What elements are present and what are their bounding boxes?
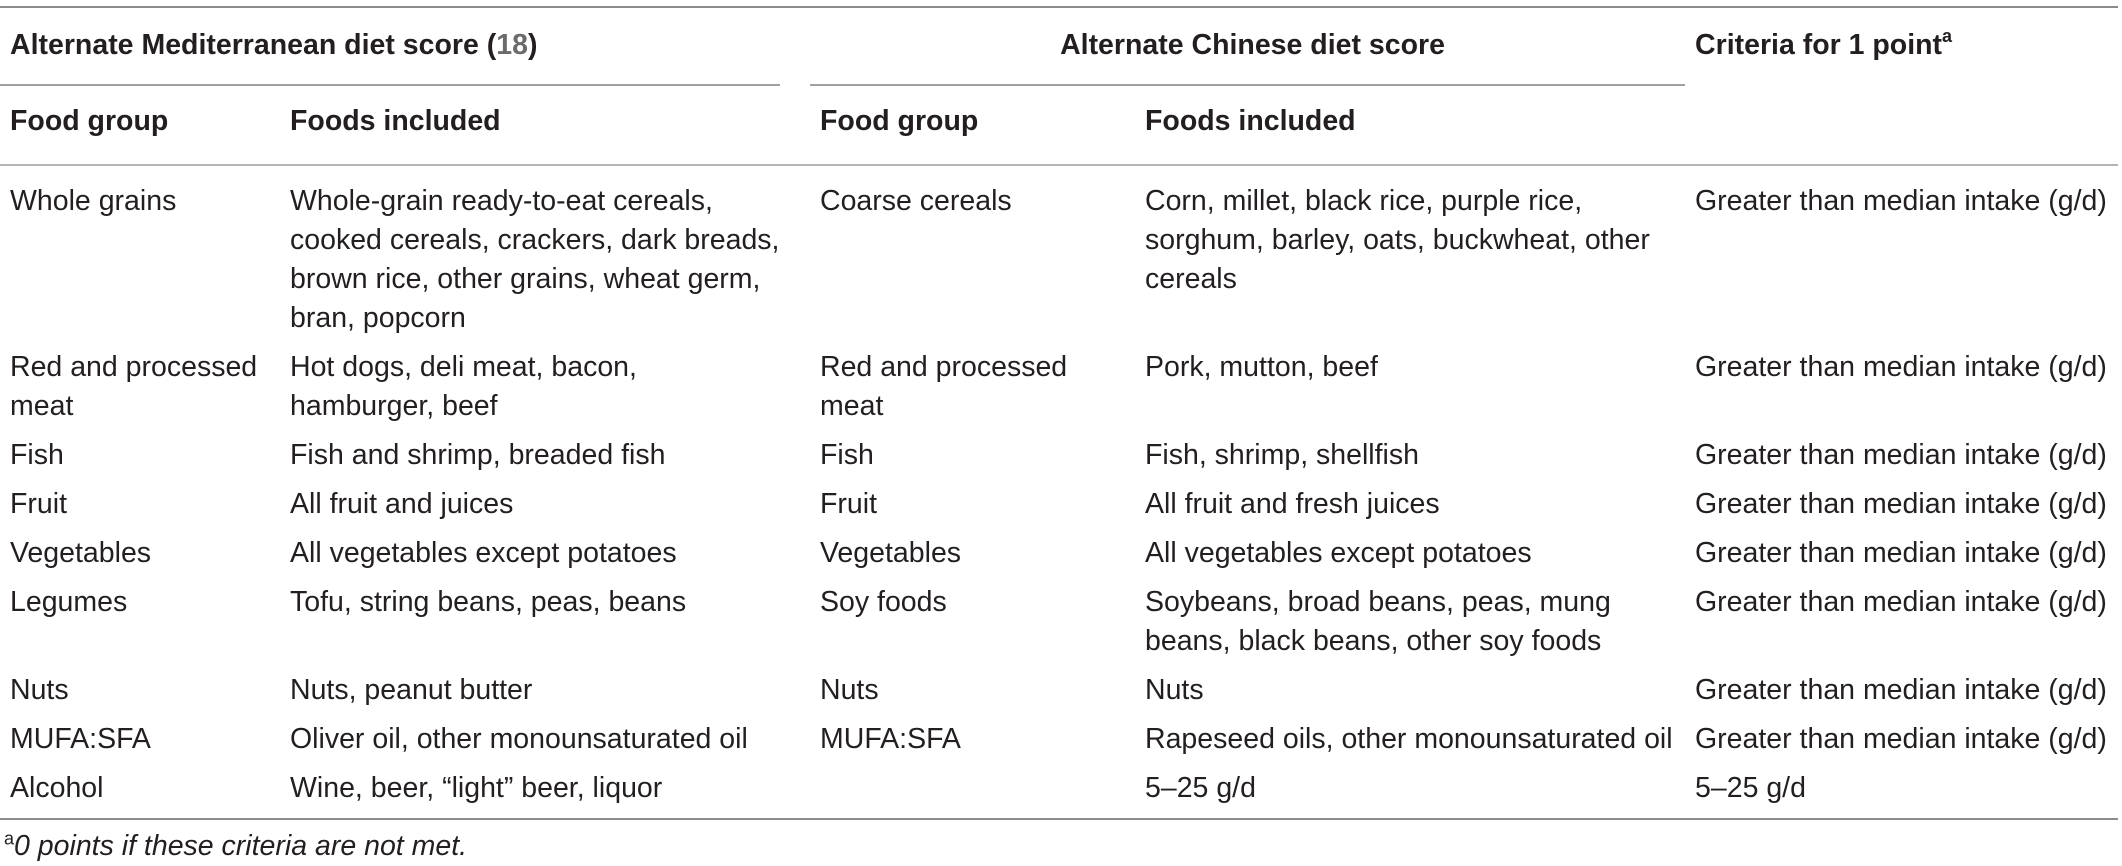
cn-food-group-cell: Coarse cereals: [820, 185, 1012, 217]
table-row: MUFA:SFA Oliver oil, other monounsaturat…: [0, 713, 2118, 762]
cn-foods-cell: Nuts: [1145, 674, 1204, 706]
cn-foods-cell: All vegetables except potatoes: [1145, 537, 1532, 569]
criteria-cell: Greater than median intake (g/d): [1695, 537, 2107, 569]
med-food-group-header: Food group: [10, 105, 169, 137]
spacer-cell: [780, 576, 810, 664]
criteria-cell: Greater than median intake (g/d): [1695, 439, 2107, 471]
med-foods-cell: Nuts, peanut butter: [290, 674, 533, 706]
criteria-cell: Greater than median intake (g/d): [1695, 351, 2107, 383]
med-foods-included-header: Foods included: [290, 105, 501, 137]
mediterranean-score-header: Alternate Mediterranean diet score (18): [0, 7, 780, 86]
criteria-cell: Greater than median intake (g/d): [1695, 488, 2107, 520]
table-row: Vegetables All vegetables except potatoe…: [0, 527, 2118, 576]
med-foods-cell: All fruit and juices: [290, 488, 514, 520]
med-food-group-cell: Whole grains: [10, 185, 177, 217]
criteria-header: Criteria for 1 pointa: [1685, 7, 2118, 85]
med-foods-cell: Hot dogs, deli meat, bacon, hamburger, b…: [290, 351, 637, 422]
spacer-cell: [780, 527, 810, 576]
table-row: Nuts Nuts, peanut butter Nuts Nuts Great…: [0, 664, 2118, 713]
med-foods-cell: Tofu, string beans, peas, beans: [290, 586, 687, 618]
spacer-cell: [780, 478, 810, 527]
cn-food-group-cell: Fruit: [820, 488, 877, 520]
cn-food-group-header: Food group: [820, 105, 979, 137]
spacer-cell: [780, 341, 810, 429]
med-foods-cell: Wine, beer, “light” beer, liquor: [290, 772, 663, 804]
cn-foods-cell: Corn, millet, black rice, purple rice, s…: [1145, 185, 1650, 295]
criteria-cell: 5–25 g/d: [1695, 772, 1806, 804]
table-row: Red and processed meat Hot dogs, deli me…: [0, 341, 2118, 429]
reference-link[interactable]: 18: [496, 29, 528, 61]
table-body: Whole grains Whole-grain ready-to-eat ce…: [0, 165, 2119, 819]
cn-food-group-cell: Red and processed meat: [820, 351, 1068, 422]
cn-foods-cell: 5–25 g/d: [1145, 772, 1256, 804]
cn-foods-cell: Soybeans, broad beans, peas, mung beans,…: [1145, 586, 1611, 657]
mediterranean-score-title: Alternate Mediterranean diet score (: [10, 29, 497, 61]
med-foods-cell: Whole-grain ready-to-eat cereals, cooked…: [290, 185, 780, 334]
group-header-row: Alternate Mediterranean diet score (18) …: [0, 7, 2119, 86]
med-foods-cell: Oliver oil, other monounsaturated oil: [290, 723, 748, 755]
diet-score-table: Alternate Mediterranean diet score (18) …: [0, 6, 2119, 820]
mediterranean-score-title-close: ): [527, 29, 538, 61]
med-food-group-cell: Alcohol: [10, 772, 104, 804]
header-spacer: [780, 7, 810, 85]
table-row: Legumes Tofu, string beans, peas, beans …: [0, 576, 2118, 664]
med-food-group-cell: Fish: [10, 439, 64, 471]
table-row: Whole grains Whole-grain ready-to-eat ce…: [0, 165, 2118, 341]
column-header-row: Food group Foods included Food group Foo…: [0, 85, 2119, 165]
cn-foods-cell: All fruit and fresh juices: [1145, 488, 1440, 520]
criteria-cell: Greater than median intake (g/d): [1695, 185, 2107, 217]
footnote-text: 0 points if these criteria are not met.: [14, 830, 468, 862]
table-footnote: a0 points if these criteria are not met.: [0, 820, 2122, 866]
spacer-cell: [780, 762, 810, 819]
spacer-cell: [780, 429, 810, 478]
med-food-group-cell: Nuts: [10, 674, 69, 706]
cn-foods-cell: Rapeseed oils, other monounsaturated oil: [1145, 723, 1673, 755]
cn-food-group-cell: Vegetables: [820, 537, 962, 569]
criteria-header-label: Criteria for 1 point: [1695, 29, 1943, 61]
cn-foods-cell: Pork, mutton, beef: [1145, 351, 1378, 383]
cn-food-group-cell: MUFA:SFA: [820, 723, 961, 755]
spacer-cell: [780, 713, 810, 762]
criteria-cell: Greater than median intake (g/d): [1695, 674, 2107, 706]
spacer-cell: [780, 165, 810, 341]
med-food-group-cell: Vegetables: [10, 537, 152, 569]
cn-food-group-cell: Soy foods: [820, 586, 947, 618]
cn-food-group-cell: [810, 762, 1135, 819]
table-row: Alcohol Wine, beer, “light” beer, liquor…: [0, 762, 2119, 819]
criteria-footnote-mark: a: [1942, 25, 1953, 46]
med-food-group-cell: Fruit: [10, 488, 67, 520]
med-food-group-cell: MUFA:SFA: [10, 723, 151, 755]
med-food-group-cell: Red and processed meat: [10, 351, 258, 422]
table-row: Fruit All fruit and juices Fruit All fru…: [0, 478, 2118, 527]
criteria-cell: Greater than median intake (g/d): [1695, 723, 2107, 755]
criteria-cell: Greater than median intake (g/d): [1695, 586, 2107, 618]
footnote-mark: a: [4, 828, 15, 849]
cn-food-group-cell: Nuts: [820, 674, 879, 706]
med-foods-cell: All vegetables except potatoes: [290, 537, 677, 569]
table-row: Fish Fish and shrimp, breaded fish Fish …: [0, 429, 2118, 478]
header-spacer: [780, 85, 810, 165]
cn-foods-included-header: Foods included: [1145, 105, 1356, 137]
med-food-group-cell: Legumes: [10, 586, 128, 618]
cn-foods-cell: Fish, shrimp, shellfish: [1145, 439, 1419, 471]
med-foods-cell: Fish and shrimp, breaded fish: [290, 439, 666, 471]
criteria-subheader-empty: [1685, 85, 2118, 165]
cn-food-group-cell: Fish: [820, 439, 874, 471]
spacer-cell: [780, 664, 810, 713]
chinese-score-header: Alternate Chinese diet score: [810, 7, 1686, 86]
